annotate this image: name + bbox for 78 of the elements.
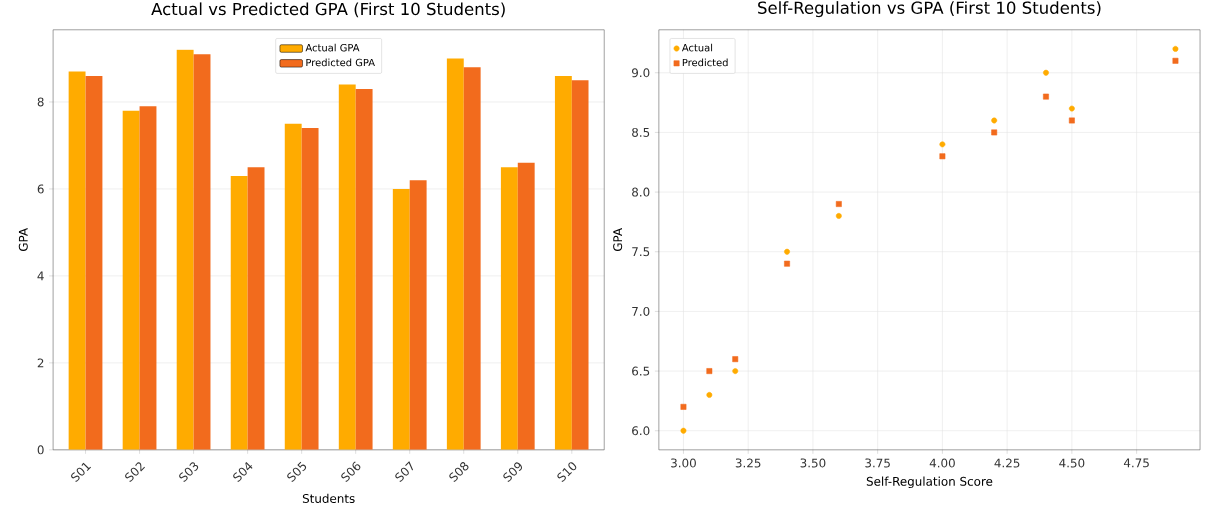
- bar: [230, 175, 248, 450]
- point: [784, 248, 790, 255]
- x-tick-label: 4.25: [994, 458, 1020, 468]
- point: [939, 141, 946, 148]
- bar: [392, 188, 410, 450]
- x-axis-title: Students: [302, 493, 355, 503]
- bar: [176, 49, 194, 450]
- bar: [122, 110, 140, 450]
- y-tick-label: 6: [37, 184, 44, 194]
- x-tick-label: S02: [125, 462, 145, 482]
- point: [939, 153, 946, 159]
- x-tick-label: S08: [449, 461, 469, 482]
- x-tick-label: 3.50: [800, 458, 826, 468]
- point: [680, 403, 687, 410]
- bar: [284, 123, 302, 450]
- bar: [500, 166, 518, 450]
- bar: [463, 66, 481, 450]
- x-tick-label: S03: [179, 462, 199, 482]
- point: [784, 260, 790, 267]
- y-tick-label: 7.5: [632, 247, 650, 256]
- point: [835, 200, 842, 207]
- x-tick-label: 3.00: [671, 458, 696, 468]
- point: [835, 212, 842, 219]
- bar: [301, 127, 319, 450]
- point: [706, 367, 713, 374]
- bar: [409, 180, 427, 450]
- y-tick-label: 6.5: [632, 366, 650, 376]
- point: [732, 367, 739, 374]
- chart-title: Actual vs Predicted GPA (First 10 Students): [151, 2, 505, 17]
- y-tick-label: 8.5: [632, 127, 650, 137]
- point: [1068, 117, 1075, 124]
- x-tick-label: S09: [503, 462, 523, 482]
- point: [1172, 45, 1179, 52]
- bar: [446, 58, 464, 450]
- legend-label: Actual GPA: [305, 43, 360, 52]
- point: [991, 129, 998, 136]
- x-tick-label: 4.50: [1059, 458, 1085, 468]
- x-tick-label: S10: [557, 462, 577, 482]
- y-tick-label: 0: [37, 445, 44, 455]
- bar: [193, 53, 211, 450]
- bar: [85, 75, 103, 450]
- y-tick-label: 6.0: [632, 426, 650, 436]
- bar: [554, 75, 572, 450]
- point: [1068, 105, 1075, 112]
- point: [680, 427, 687, 434]
- legend-label: Predicted: [682, 58, 728, 67]
- bar: [338, 84, 356, 450]
- y-tick-label: 9.0: [632, 68, 650, 78]
- legend-label: Actual: [681, 43, 713, 52]
- y-tick-label: 4: [37, 271, 44, 281]
- bar: [355, 88, 373, 450]
- y-tick-label: 8: [37, 97, 44, 107]
- point: [991, 117, 998, 124]
- point: [1043, 93, 1049, 100]
- x-tick-label: 4.75: [1123, 458, 1149, 468]
- x-tick-label: S04: [233, 461, 253, 482]
- x-tick-label: 3.25: [735, 458, 761, 468]
- chart-title: Self-Regulation vs GPA (First 10 Students): [758, 0, 1101, 17]
- y-tick-label: 8.0: [632, 187, 650, 197]
- bar: [517, 162, 535, 450]
- y-axis-title: GPA: [613, 227, 623, 251]
- x-tick-label: S05: [287, 461, 307, 482]
- bar: [68, 71, 86, 450]
- y-tick-label: 7.0: [632, 306, 650, 316]
- bar: [139, 106, 157, 450]
- x-axis-title: Self-Regulation Score: [866, 476, 993, 488]
- point: [706, 391, 713, 398]
- x-tick-label: 4.00: [929, 458, 955, 468]
- point: [1172, 57, 1179, 64]
- y-axis-title: GPA: [18, 227, 28, 251]
- x-tick-label: 3.75: [865, 458, 890, 468]
- point: [732, 356, 739, 362]
- legend-label: Predicted GPA: [306, 58, 375, 67]
- bar: [571, 80, 589, 450]
- y-tick-label: 2: [37, 358, 44, 368]
- bar: [247, 166, 265, 450]
- x-tick-label: S01: [71, 462, 92, 482]
- point: [1043, 69, 1049, 76]
